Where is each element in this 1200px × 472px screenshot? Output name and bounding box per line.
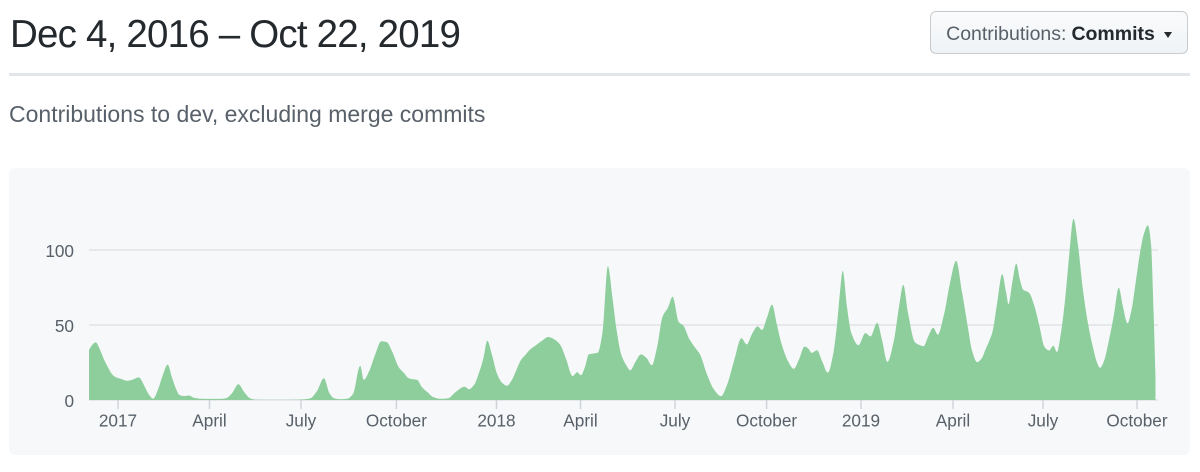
svg-text:0: 0	[64, 391, 74, 411]
svg-text:50: 50	[55, 316, 74, 336]
svg-text:July: July	[286, 411, 317, 431]
svg-text:100: 100	[45, 241, 74, 261]
svg-text:October: October	[736, 411, 797, 431]
svg-text:2019: 2019	[842, 411, 880, 431]
svg-text:October: October	[366, 411, 427, 431]
svg-text:April: April	[563, 411, 597, 431]
svg-text:2017: 2017	[99, 411, 137, 431]
svg-text:April: April	[192, 411, 226, 431]
svg-text:July: July	[660, 411, 691, 431]
svg-text:October: October	[1106, 411, 1167, 431]
svg-text:2018: 2018	[477, 411, 515, 431]
svg-text:April: April	[936, 411, 970, 431]
svg-text:July: July	[1028, 411, 1059, 431]
